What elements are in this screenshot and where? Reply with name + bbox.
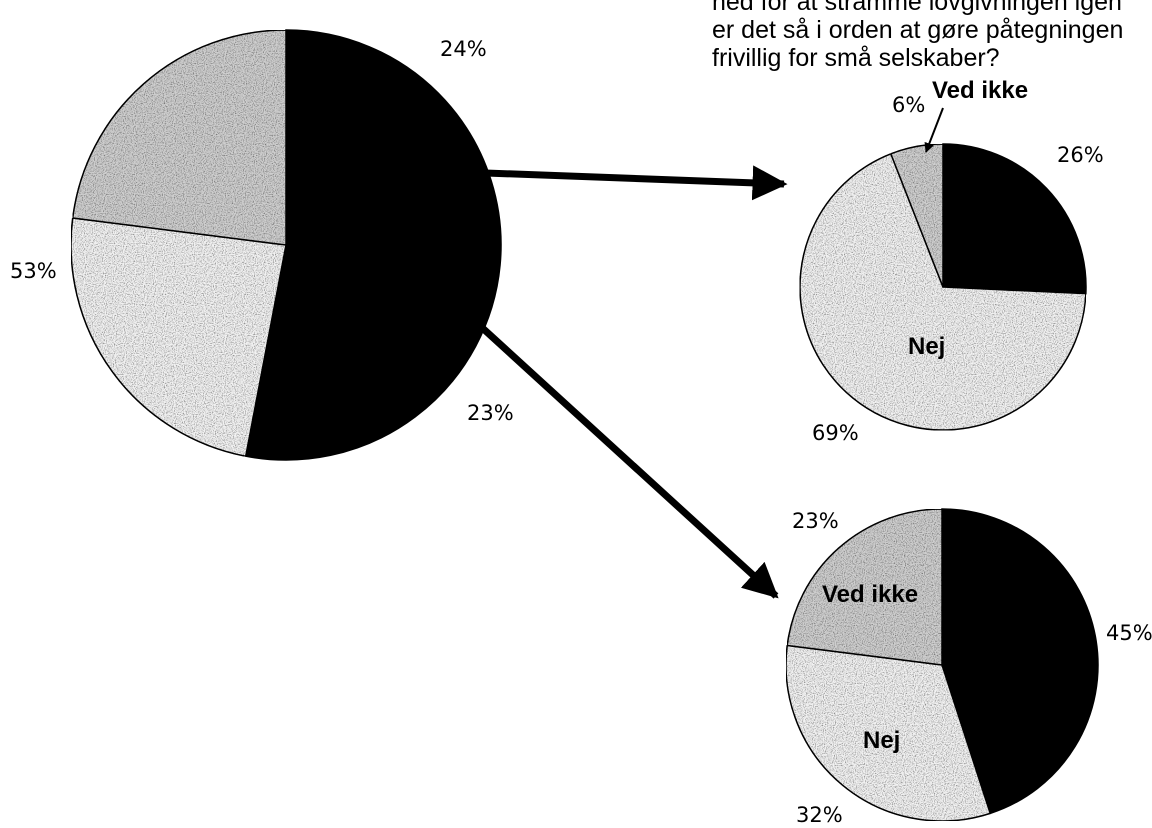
pie-ved-ikke-slice-ja — [941, 508, 1099, 815]
pie-nej-slice-ved-ikke — [889, 143, 944, 288]
pie-ved-ikke-slice-nej — [785, 644, 992, 822]
question-text: ned for at stramme lovgivningen igen er … — [712, 0, 1152, 72]
pie-chart-main: 53% 24% 23% Nej Ved ikke — [10, 29, 514, 461]
pie-ved-ikke-label-ved-ikke: Ved ikke — [822, 581, 918, 608]
pie-ved-ikke-pct-ved-ikke: 23% — [792, 509, 839, 533]
question-line-2: er det så i orden at gøre påtegningen — [712, 16, 1124, 44]
pie-chart-ved-ikke-breakdown: 45% 32% 23% Nej Ved ikke — [785, 508, 1152, 827]
pie-main-pct-nej: 24% — [440, 37, 487, 61]
pie-nej-pct-nej: 69% — [812, 421, 859, 445]
pie-nej-pct-ja: 26% — [1057, 143, 1104, 167]
arrow-nej-to-breakdown — [431, 165, 788, 201]
pie-ved-ikke-label-nej: Nej — [863, 727, 900, 754]
pie-nej-label-ved-ikke: Ved ikke — [932, 77, 1028, 104]
question-line-1: ned for at stramme lovgivningen igen — [712, 0, 1122, 16]
pie-main-label-ved-ikke: Ved ikke — [315, 319, 411, 346]
pie-main-pct-ved-ikke: 23% — [467, 401, 514, 425]
pie-ved-ikke-slice-ved-ikke — [786, 508, 943, 666]
pie-main-slice-ved-ikke — [71, 29, 287, 246]
pie-nej-slice-ja — [942, 143, 1087, 295]
pie-ved-ikke-pct-nej: 32% — [796, 803, 843, 827]
pie-main-slice-ja — [244, 29, 502, 461]
pie-main-slices — [70, 29, 502, 461]
pie-nej-leader-ved-ikke — [924, 107, 944, 153]
pie-nej-label-nej: Nej — [908, 333, 945, 360]
pie-nej-pct-ved-ikke: 6% — [892, 93, 925, 117]
pie-ved-ikke-slices — [785, 508, 1099, 822]
pie-main-slice-nej — [70, 217, 287, 458]
pie-chart-nej-breakdown: 26% 69% 6% Nej Ved ikke — [799, 77, 1104, 445]
question-line-3: frivillig for små selskaber? — [712, 44, 1000, 72]
pie-nej-slice-nej — [799, 152, 1087, 431]
pie-main-pct-ja: 53% — [10, 259, 57, 283]
arrow-ved-ikke-to-breakdown — [429, 279, 779, 599]
pie-ved-ikke-pct-ja: 45% — [1106, 621, 1152, 645]
pie-nej-slices — [799, 143, 1087, 431]
pie-main-label-nej: Nej — [336, 141, 373, 168]
